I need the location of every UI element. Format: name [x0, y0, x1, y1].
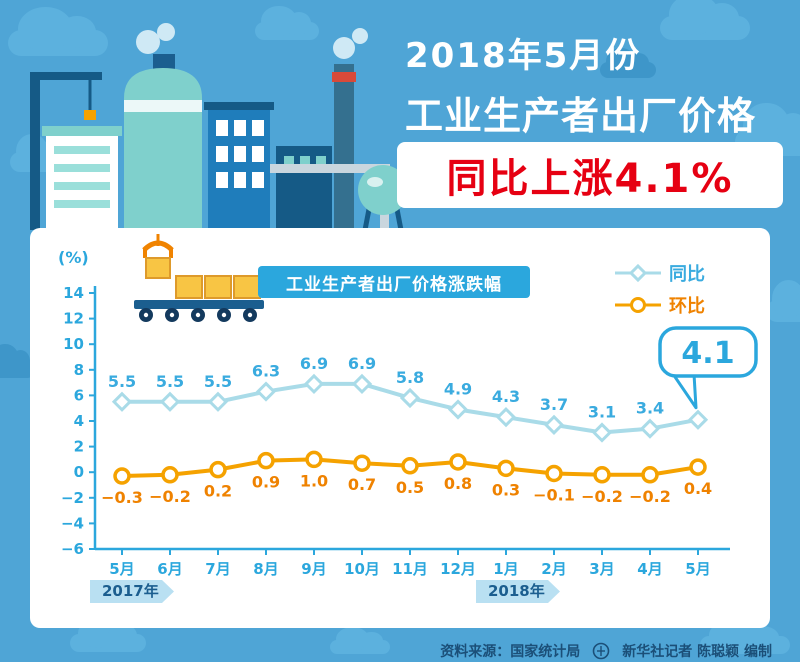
svg-text:12: 12 [63, 310, 84, 328]
svg-text:4.1: 4.1 [681, 336, 734, 371]
svg-text:−6: −6 [61, 540, 84, 558]
cloud [766, 280, 800, 322]
chart-title-banner: 工业生产者出厂价格涨跌幅 [258, 266, 530, 298]
svg-text:0.2: 0.2 [204, 482, 232, 501]
svg-text:12月: 12月 [440, 560, 476, 578]
svg-text:6.3: 6.3 [252, 362, 280, 381]
year-flag-2017: 2017年 [90, 580, 174, 603]
year-flag-2018: 2018年 [476, 580, 560, 603]
highlight-box: 同比上涨4.1% [397, 142, 783, 208]
title-line1: 2018年5月份 [405, 36, 642, 76]
svg-text:4: 4 [74, 412, 84, 430]
svg-text:0.8: 0.8 [444, 474, 472, 493]
svg-text:0.9: 0.9 [252, 473, 280, 492]
svg-text:−4: −4 [61, 514, 84, 532]
yoy-diamond-marker-icon [615, 264, 661, 282]
svg-text:3月: 3月 [589, 560, 614, 578]
svg-text:5月: 5月 [685, 560, 710, 578]
svg-text:3.4: 3.4 [636, 399, 664, 418]
data-source-text: 资料来源：国家统计局 [440, 644, 581, 660]
svg-text:−0.1: −0.1 [533, 485, 575, 504]
ppi-line-chart: −6 −4 −2 0 2 4 6 8 10 12 14 5月 6月 7月 8月 9月 10月 11月 12月 1月 2月… [61, 284, 758, 578]
svg-text:10: 10 [63, 335, 84, 353]
svg-text:5.8: 5.8 [396, 368, 424, 387]
svg-text:−0.2: −0.2 [149, 487, 191, 506]
svg-text:10月: 10月 [344, 560, 380, 578]
factory-illustration [30, 23, 408, 230]
svg-text:5.5: 5.5 [156, 372, 184, 391]
svg-text:8月: 8月 [253, 560, 278, 578]
svg-text:6.9: 6.9 [348, 354, 376, 373]
cloud [330, 627, 390, 654]
svg-text:2月: 2月 [541, 560, 566, 578]
legend-item-mom: 环比 [615, 292, 705, 318]
svg-text:5.5: 5.5 [204, 372, 232, 391]
svg-text:7月: 7月 [205, 560, 230, 578]
svg-text:−2: −2 [61, 489, 84, 507]
svg-text:14: 14 [63, 284, 84, 302]
header-title: 2018年5月份 工业生产者出厂价格 [405, 28, 756, 140]
cloud [70, 617, 146, 652]
svg-text:0.3: 0.3 [492, 480, 520, 499]
svg-text:1.0: 1.0 [300, 471, 328, 490]
svg-text:3.1: 3.1 [588, 403, 616, 422]
svg-text:0.5: 0.5 [396, 478, 424, 497]
title-line2: 工业生产者出厂价格 [405, 94, 757, 138]
svg-text:−0.2: −0.2 [581, 487, 623, 506]
credit-text: 新华社记者 陈聪颖 编制 [622, 644, 772, 660]
cloud [0, 343, 36, 378]
svg-text:4.9: 4.9 [444, 379, 472, 398]
footer: 资料来源：国家统计局 新华社记者 陈聪颖 编制 [440, 641, 772, 661]
svg-text:1月: 1月 [493, 560, 518, 578]
cloud [8, 6, 108, 56]
xinhua-logo-icon [592, 642, 610, 660]
chart-legend: 同比 环比 [615, 260, 705, 324]
svg-text:0.7: 0.7 [348, 475, 376, 494]
legend-label-yoy: 同比 [669, 264, 705, 285]
svg-text:6.9: 6.9 [300, 354, 328, 373]
cloud [660, 0, 750, 40]
svg-text:−0.3: −0.3 [101, 488, 143, 507]
svg-text:0: 0 [74, 463, 84, 481]
svg-text:6月: 6月 [157, 560, 182, 578]
legend-label-mom: 环比 [669, 296, 705, 317]
svg-text:9月: 9月 [301, 560, 326, 578]
chart-card: −6 −4 −2 0 2 4 6 8 10 12 14 5月 6月 7月 8月 9月 10月 11月 12月 1月 2月… [30, 228, 770, 628]
svg-text:4月: 4月 [637, 560, 662, 578]
svg-text:2: 2 [74, 438, 84, 456]
legend-item-yoy: 同比 [615, 260, 705, 286]
svg-text:8: 8 [74, 361, 84, 379]
svg-text:0.4: 0.4 [684, 479, 712, 498]
svg-text:6: 6 [74, 386, 84, 404]
highlight-text: 同比上涨4.1% [446, 156, 734, 202]
cloud [600, 47, 656, 78]
crane-cargo-icon [134, 234, 264, 322]
svg-text:4.3: 4.3 [492, 387, 520, 406]
svg-text:−0.2: −0.2 [629, 487, 671, 506]
mom-circle-marker-icon [615, 297, 661, 313]
cloud [255, 5, 319, 40]
y-axis-unit-label: (%) [58, 248, 89, 267]
svg-text:5月: 5月 [109, 560, 134, 578]
svg-text:5.5: 5.5 [108, 372, 136, 391]
svg-text:11月: 11月 [392, 560, 428, 578]
svg-text:3.7: 3.7 [540, 395, 568, 414]
